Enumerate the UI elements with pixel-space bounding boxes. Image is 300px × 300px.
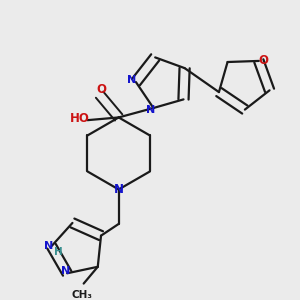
Text: N: N [127,76,136,85]
Text: CH₃: CH₃ [72,290,93,300]
Text: O: O [259,54,269,68]
Text: HO: HO [70,112,90,125]
Text: N: N [61,266,70,276]
Text: N: N [114,183,124,196]
Text: H: H [54,247,63,257]
Text: N: N [146,105,155,115]
Text: N: N [44,241,54,251]
Text: O: O [96,82,106,95]
